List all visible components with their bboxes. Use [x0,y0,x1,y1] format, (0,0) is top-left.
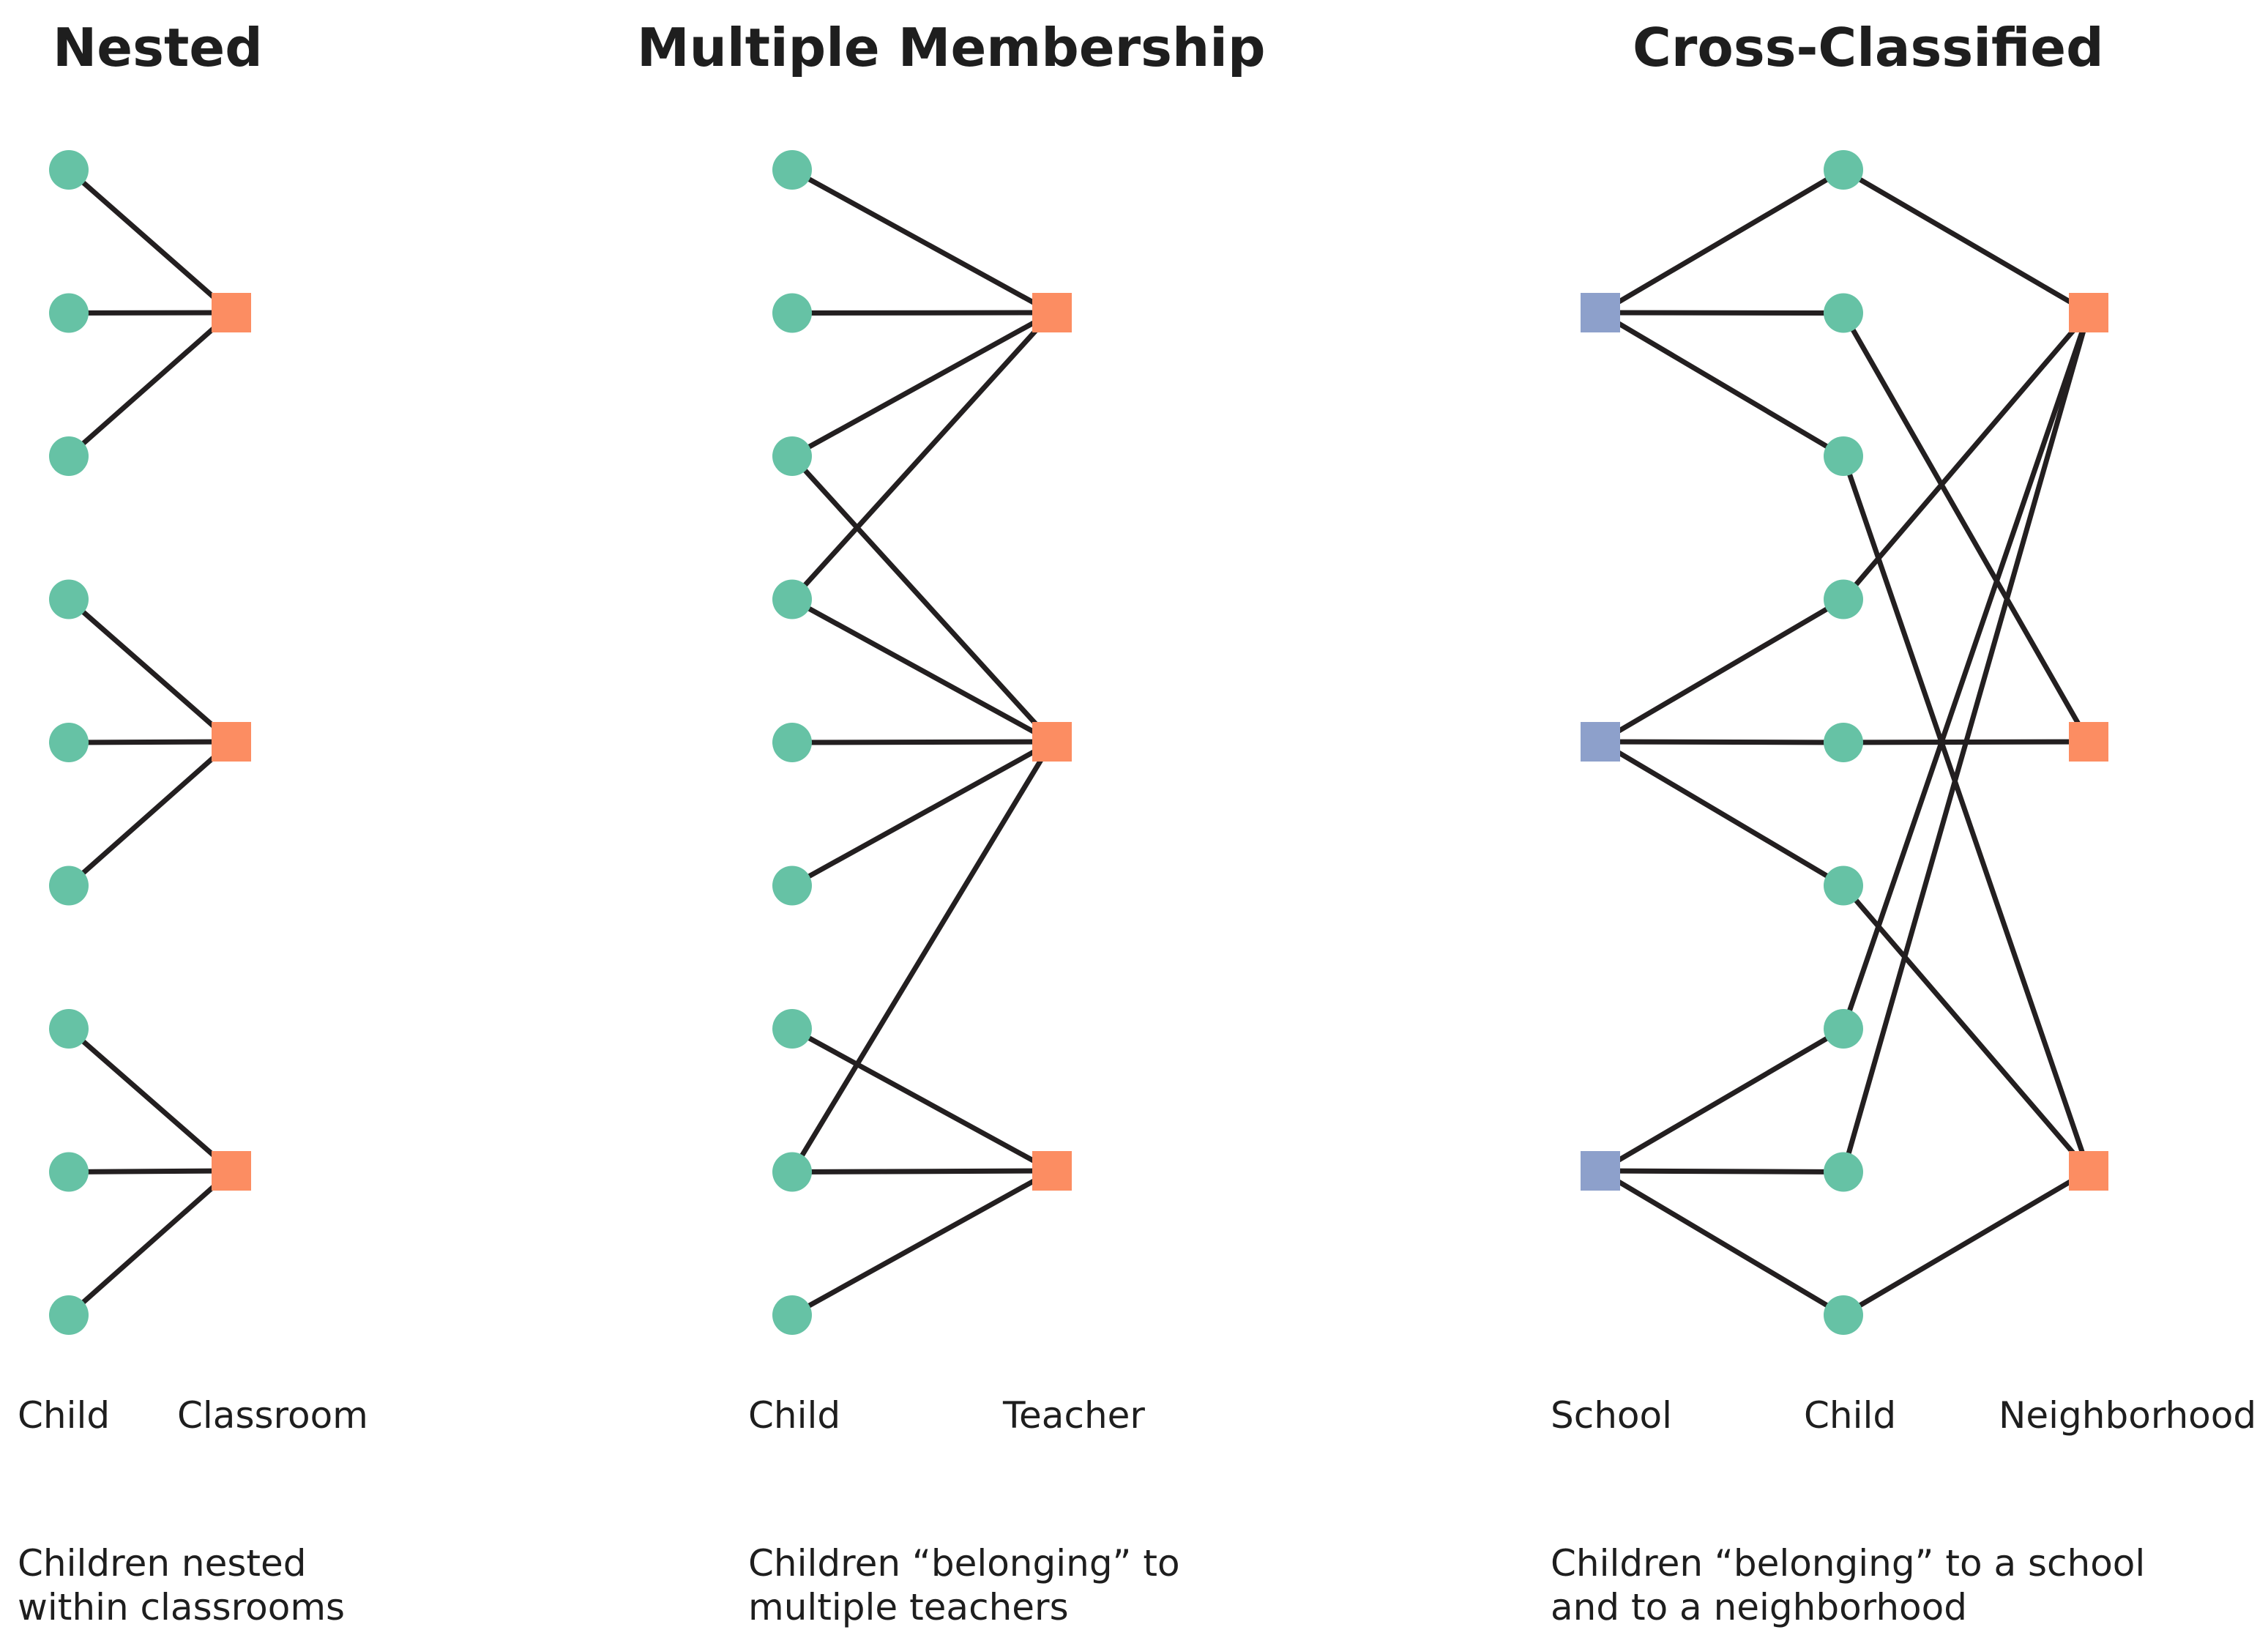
edge-school-child [1597,1168,1846,1174]
child-node [772,1009,812,1049]
edge-child-classroom [66,1168,234,1318]
child-node [772,150,812,190]
edges-nested [66,167,234,1318]
label-cc-school: School [1551,1394,1672,1437]
edges-multiple-membership [789,167,1055,1318]
teacher-node [1032,722,1072,762]
child-node [49,1009,89,1049]
edge-school-child [1597,310,1846,459]
child-node [49,293,89,333]
edges-cross-classified [1597,167,2092,1318]
nodes-nested [49,150,251,1335]
edge-school-child [1597,1168,1846,1318]
child-node [49,865,89,906]
caption-mm-line2: multiple teachers [748,1586,1069,1628]
child-node [772,1295,812,1335]
edge-child-neighborhood [1840,310,2092,1032]
school-node [1581,1151,1620,1191]
child-node [772,293,812,333]
edge-child-teacher [789,739,1055,888]
child-node [49,723,89,762]
child-node [772,579,812,619]
child-node [772,723,812,762]
title-cross-classified: Cross-Classified [1633,17,2104,78]
edge-child-classroom [66,1168,234,1174]
child-node [1824,150,1863,190]
edge-child-classroom [66,597,234,745]
edge-child-neighborhood [1840,1168,2092,1318]
edge-child-teacher [789,310,1055,602]
label-cc-child: Child [1804,1394,1896,1437]
child-node [772,436,812,476]
child-node [1824,579,1863,619]
edge-child-neighborhood [1840,310,2092,602]
child-node [1824,1009,1863,1049]
edge-child-teacher [789,739,1055,1174]
edge-school-child [1597,739,1846,888]
edge-child-neighborhood [1840,310,2092,745]
classroom-node [212,293,251,332]
child-node [772,865,812,906]
edge-child-classroom [66,167,234,316]
caption-nested-line2: within classrooms [18,1586,345,1628]
neighborhood-node [2069,1151,2108,1191]
neighborhood-node [2069,293,2108,332]
label-mm-teacher: Teacher [1002,1394,1145,1437]
edge-child-neighborhood [1840,167,2092,316]
child-node [49,1295,89,1335]
edge-child-teacher [789,597,1055,745]
label-nested-child: Child [18,1394,110,1437]
edge-child-teacher [789,1168,1055,1174]
child-node [1824,723,1863,762]
classroom-node [212,722,251,762]
nodes-cross-classified [1581,150,2108,1335]
child-node [49,1152,89,1192]
school-node [1581,722,1620,762]
teacher-node [1032,1151,1072,1191]
edge-school-child [1597,1026,1846,1174]
title-multiple-membership: Multiple Membership [637,17,1266,78]
child-node [1824,1152,1863,1192]
caption-cc-line2: and to a neighborhood [1551,1586,1967,1628]
edge-child-classroom [66,1026,234,1174]
school-node [1581,293,1620,332]
nodes-multiple-membership [772,150,1072,1335]
caption-mm-line1: Children “belonging” to [748,1542,1180,1585]
edge-child-neighborhood [1840,883,2092,1174]
label-mm-child: Child [748,1394,840,1437]
edge-school-child [1597,597,1846,745]
child-node [1824,293,1863,333]
neighborhood-node [2069,722,2108,762]
teacher-node [1032,293,1072,332]
caption-nested-line1: Children nested [18,1542,307,1585]
label-cc-neighborhood: Neighborhood [1999,1394,2256,1437]
edge-child-classroom [66,739,234,888]
caption-cc-line1: Children “belonging” to a school [1551,1542,2145,1585]
edge-child-teacher [789,310,1055,459]
edge-child-teacher [789,453,1055,745]
edge-child-neighborhood [1840,453,2092,1174]
edge-child-teacher [789,167,1055,316]
edge-child-classroom [66,310,234,459]
child-node [1824,1295,1863,1335]
child-node [772,1152,812,1192]
edge-child-teacher [789,1026,1055,1174]
child-node [1824,436,1863,476]
edge-child-teacher [789,1168,1055,1318]
edge-school-child [1597,167,1846,316]
classroom-node [212,1151,251,1191]
child-node [49,436,89,476]
child-node [1824,865,1863,906]
child-node [49,150,89,190]
child-node [49,579,89,619]
label-nested-classroom: Classroom [177,1394,368,1437]
title-nested: Nested [53,17,263,78]
